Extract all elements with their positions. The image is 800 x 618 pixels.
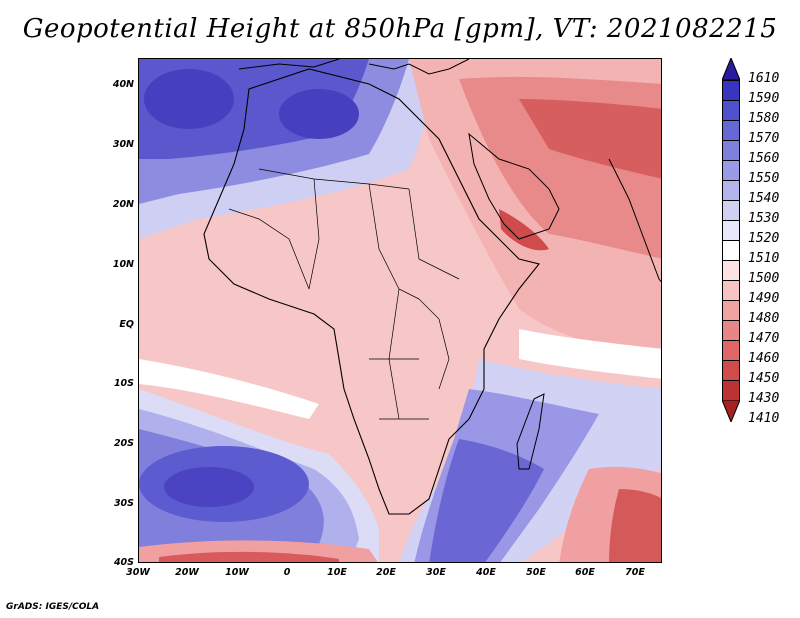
colorbar-label: 1540 [748, 191, 780, 206]
lat-label: EQ [119, 319, 134, 330]
colorbar-label: 1580 [748, 111, 780, 126]
field-sahara-core [279, 89, 359, 139]
madagascar-coastline [516, 393, 545, 470]
lon-label: 60E [575, 567, 595, 578]
lat-label: 20S [113, 438, 134, 449]
lon-label: 20W [175, 567, 199, 578]
colorbar-label: 1450 [748, 371, 780, 386]
colorbar-label: 1560 [748, 151, 780, 166]
field-arabian-sea-blue [519, 329, 661, 379]
map-svg [139, 59, 661, 562]
lat-label: 20N [112, 199, 134, 210]
colorbar-segment [722, 320, 740, 340]
field-north-atlantic-core [144, 69, 234, 129]
colorbar-label: 1430 [748, 391, 780, 406]
lon-label: 40E [476, 567, 496, 578]
lon-label: 20E [376, 567, 396, 578]
colorbar-label: 1500 [748, 271, 780, 286]
colorbar-top-arrow [722, 58, 740, 80]
credit-text: GrADS: IGES/COLA [6, 602, 100, 612]
colorbar-segment [722, 340, 740, 360]
colorbar-label: 1460 [748, 351, 780, 366]
colorbar-segment [722, 180, 740, 200]
colorbar-segment [722, 380, 740, 400]
field-arabia-red-high [519, 99, 661, 179]
colorbar-segment [722, 100, 740, 120]
colorbar-segment [722, 80, 740, 100]
lon-label: 0 [283, 567, 291, 578]
lon-label: 10W [225, 567, 249, 578]
colorbar-label: 1480 [748, 311, 780, 326]
colorbar-bottom-arrow [722, 400, 740, 422]
colorbar-segment [722, 200, 740, 220]
arabia-coastline [468, 132, 560, 240]
lon-label: 30E [426, 567, 446, 578]
colorbar-label: 1410 [748, 411, 780, 426]
country-borders [228, 168, 460, 420]
colorbar-label: 1550 [748, 171, 780, 186]
colorbar-segment [722, 160, 740, 180]
colorbar-segment [722, 220, 740, 240]
lat-label: 30N [112, 139, 134, 150]
field-yemen-red [499, 209, 549, 251]
colorbar-segment [722, 260, 740, 280]
lat-label: 10S [113, 378, 134, 389]
lat-label: 30S [113, 498, 134, 509]
colorbar-label: 1570 [748, 131, 780, 146]
field-equatorial-white [139, 359, 319, 419]
map-panel [138, 58, 662, 563]
india-coastline [608, 158, 661, 283]
colorbar-segment [722, 360, 740, 380]
field-indian-ocean-high [429, 439, 544, 562]
lon-label: 30W [126, 567, 150, 578]
lat-label: 40S [113, 557, 134, 568]
colorbar-label: 1530 [748, 211, 780, 226]
africa-coastline [203, 68, 540, 515]
colorbar-label: 1590 [748, 91, 780, 106]
lon-label: 70E [625, 567, 645, 578]
lon-label: 10E [327, 567, 347, 578]
lat-label: 40N [112, 79, 134, 90]
europe-coastline [238, 59, 470, 75]
colorbar-segment [722, 140, 740, 160]
field-southeast-red-core [609, 489, 661, 562]
colorbar-label: 1470 [748, 331, 780, 346]
colorbar-segment [722, 120, 740, 140]
colorbar-label: 1520 [748, 231, 780, 246]
colorbar-segment [722, 240, 740, 260]
lat-label: 10N [112, 259, 134, 270]
colorbar-segment [722, 280, 740, 300]
chart-title: Geopotential Height at 850hPa [gpm], VT:… [22, 14, 778, 44]
colorbar-segment [722, 300, 740, 320]
lon-label: 50E [526, 567, 546, 578]
colorbar-label: 1610 [748, 71, 780, 86]
colorbar-label: 1510 [748, 251, 780, 266]
field-south-red-core [159, 551, 339, 562]
colorbar-label: 1490 [748, 291, 780, 306]
field-south-atlantic-peak [164, 467, 254, 507]
